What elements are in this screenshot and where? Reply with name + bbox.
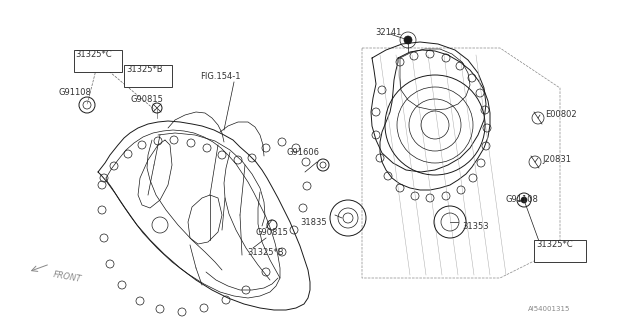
Text: 31353: 31353 — [462, 222, 488, 231]
Text: 31325*B: 31325*B — [126, 65, 163, 74]
Text: 32141: 32141 — [375, 28, 401, 37]
Circle shape — [404, 36, 412, 44]
Text: G90815: G90815 — [255, 228, 288, 237]
Text: 31325*B: 31325*B — [247, 248, 284, 257]
Text: G90815: G90815 — [130, 95, 163, 104]
Text: 31325*C: 31325*C — [75, 50, 111, 59]
Text: FRONT: FRONT — [52, 270, 82, 284]
Text: 31835: 31835 — [300, 218, 326, 227]
Text: G91108: G91108 — [58, 88, 91, 97]
Text: FIG.154-1: FIG.154-1 — [200, 72, 241, 81]
Text: J20831: J20831 — [542, 155, 571, 164]
Bar — [74, 50, 122, 72]
Circle shape — [521, 197, 527, 203]
Text: E00802: E00802 — [545, 110, 577, 119]
Text: 31325*C: 31325*C — [536, 240, 573, 249]
Text: AI54001315: AI54001315 — [527, 306, 570, 312]
Bar — [124, 65, 172, 87]
Bar — [534, 240, 586, 262]
Text: G91108: G91108 — [505, 195, 538, 204]
Text: G91606: G91606 — [286, 148, 319, 157]
